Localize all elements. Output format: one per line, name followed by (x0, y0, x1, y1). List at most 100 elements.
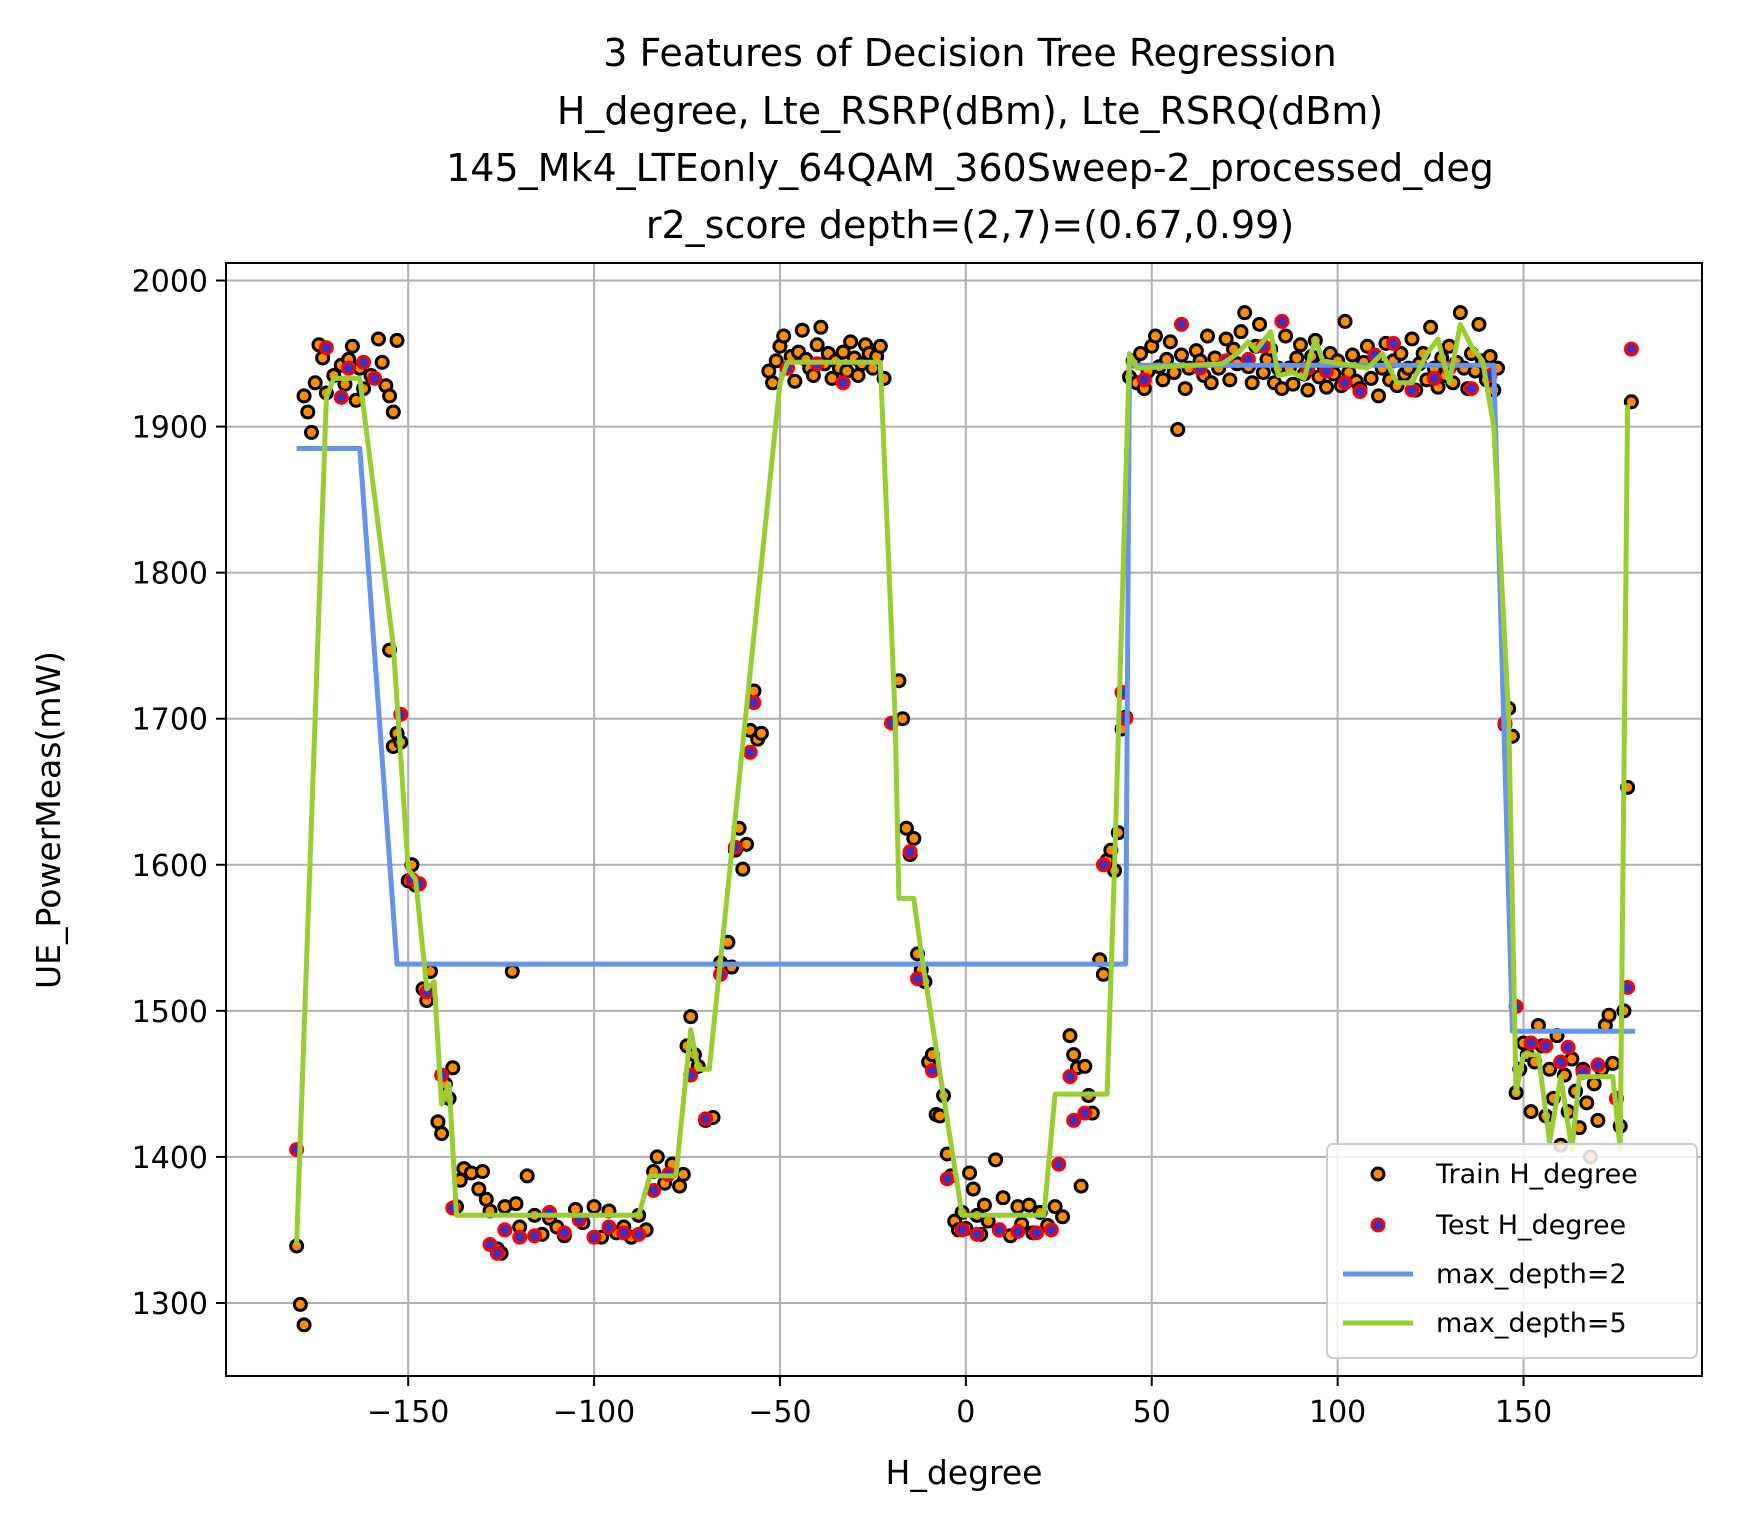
scatter-point-train-h-degree (1542, 1061, 1558, 1077)
scatter-point-train-h-degree (296, 388, 312, 404)
scatter-point-test-h-degree (1426, 370, 1442, 386)
scatter-point-test-h-degree (1590, 1057, 1606, 1073)
scatter-point-train-h-degree (1590, 1112, 1606, 1128)
scatter-point-train-h-degree (753, 725, 769, 741)
scatter-point-train-h-degree (872, 338, 888, 354)
scatter-point-train-h-degree (768, 353, 784, 369)
scatter-point-train-h-degree (374, 354, 390, 370)
legend-label-depth5: max_depth=5 (1436, 1308, 1627, 1339)
scatter-point-test-h-degree (367, 370, 383, 386)
scatter-point-test-h-degree (1136, 372, 1152, 388)
scatter-point-test-h-degree (1560, 1039, 1576, 1055)
scatter-point-test-h-degree (939, 1171, 955, 1187)
chart-title-line-2: H_degree, Lte_RSRP(dBm), Lte_RSRQ(dBm) (557, 89, 1383, 133)
scatter-point-test-h-degree (969, 1226, 985, 1242)
scatter-point-train-h-degree (1482, 348, 1498, 364)
scatter-point-train-h-degree (843, 334, 859, 350)
scatter-point-train-h-degree (1423, 319, 1439, 335)
scatter-point-train-h-degree (519, 1168, 535, 1184)
scatter-point-train-h-degree (307, 375, 323, 391)
scatter-point-train-h-degree (434, 1126, 450, 1142)
legend-box (1326, 1143, 1698, 1359)
scatter-point-train-h-degree (735, 861, 751, 877)
scatter-point-train-h-degree (787, 373, 803, 389)
scatter-point-test-h-degree (991, 1222, 1007, 1238)
chart-title-line-3: 145_Mk4_LTEonly_64QAM_360Sweep-2_process… (446, 146, 1494, 190)
scatter-point-train-h-degree (675, 1166, 691, 1182)
scatter-point-train-h-degree (1318, 379, 1334, 395)
scatter-point-train-h-degree (1055, 1209, 1071, 1225)
x-tick-label: 150 (1495, 1395, 1552, 1430)
scatter-point-train-h-degree (1047, 1199, 1063, 1215)
scatter-point-train-h-degree (1471, 316, 1487, 332)
grid-lines (226, 263, 1702, 1376)
scatter-point-train-h-degree (962, 1165, 978, 1181)
scatter-point-train-h-degree (389, 332, 405, 348)
x-tick-label: 100 (1309, 1395, 1366, 1430)
y-tick-label: 1400 (132, 1141, 208, 1176)
scatter-point-train-h-degree (1404, 331, 1420, 347)
scatter-point-train-h-degree (813, 319, 829, 335)
legend-marker-train (1370, 1166, 1386, 1182)
scatter-point-train-h-degree (478, 1191, 494, 1207)
scatter-point-test-h-degree (1077, 1105, 1093, 1121)
scatter-point-train-h-degree (382, 388, 398, 404)
scatter-point-train-h-degree (965, 1181, 981, 1197)
scatter-point-train-h-degree (672, 1178, 688, 1194)
scatter-point-test-h-degree (1623, 341, 1639, 357)
scatter-point-test-h-degree (556, 1225, 572, 1241)
y-tick-label: 1600 (132, 849, 208, 884)
scatter-point-train-h-degree (1255, 365, 1271, 381)
scatter-point-test-h-degree (1173, 316, 1189, 332)
scatter-point-train-h-degree (988, 1152, 1004, 1168)
scatter-point-train-h-degree (1363, 370, 1379, 386)
y-tick-label: 1800 (132, 557, 208, 592)
x-tick-label: −50 (748, 1395, 811, 1430)
x-tick-label: −100 (553, 1395, 635, 1430)
scatter-point-train-h-degree (1095, 966, 1111, 982)
scatter-point-test-h-degree (616, 1225, 632, 1241)
scatter-point-train-h-degree (1155, 372, 1171, 388)
scatter-point-train-h-degree (1605, 1055, 1621, 1071)
scatter-point-train-h-degree (976, 1197, 992, 1213)
scatter-point-test-h-degree (1352, 384, 1368, 400)
scatter-point-train-h-degree (475, 1164, 491, 1180)
scatter-point-test-h-degree (318, 340, 334, 356)
scatter-point-test-h-degree (497, 1222, 513, 1238)
scatter-point-train-h-degree (898, 820, 914, 836)
line-max-depth-2 (296, 362, 1636, 1034)
scatter-point-test-h-degree (512, 1229, 528, 1245)
scatter-point-train-h-degree (1222, 372, 1238, 388)
scatter-point-train-h-degree (1162, 334, 1178, 350)
legend: Train H_degree Test H_degree max_depth=2… (1326, 1143, 1698, 1359)
scatter-point-test-h-degree (1062, 1069, 1078, 1085)
scatter-point-train-h-degree (1337, 313, 1353, 329)
scatter-point-test-h-degree (341, 360, 357, 376)
scatter-point-train-h-degree (805, 367, 821, 383)
scatter-point-train-h-degree (906, 830, 922, 846)
scatter-point-train-h-degree (1278, 328, 1294, 344)
scatter-point-train-h-degree (586, 1199, 602, 1215)
scatter-point-test-h-degree (1095, 857, 1111, 873)
scatter-point-train-h-degree (1062, 1028, 1078, 1044)
scatter-point-train-h-degree (1601, 1007, 1617, 1023)
scatter-point-train-h-degree (430, 1114, 446, 1130)
x-axis-label: H_degree (886, 1453, 1043, 1492)
scatter-point-train-h-degree (1579, 1095, 1595, 1111)
scatter-point-train-h-degree (1233, 324, 1249, 340)
chart-title-line-1: 3 Features of Decision Tree Regression (603, 31, 1336, 75)
scatter-point-test-h-degree (910, 971, 926, 987)
scatter-point-train-h-degree (776, 328, 792, 344)
scatter-point-train-h-degree (794, 322, 810, 338)
legend-label-depth2: max_depth=2 (1436, 1259, 1627, 1290)
scatter-point-train-h-degree (1203, 375, 1219, 391)
scatter-point-test-h-degree (1010, 1223, 1026, 1239)
scatter-point-train-h-degree (296, 1317, 312, 1333)
scatter-point-test-h-degree (835, 375, 851, 391)
scatter-point-train-h-degree (292, 1296, 308, 1312)
scatter-point-test-h-degree (954, 1222, 970, 1238)
scatter-point-train-h-degree (1218, 331, 1234, 347)
y-axis-label: UE_PowerMeas(mW) (29, 651, 68, 989)
scatter-point-train-h-degree (1292, 337, 1308, 353)
